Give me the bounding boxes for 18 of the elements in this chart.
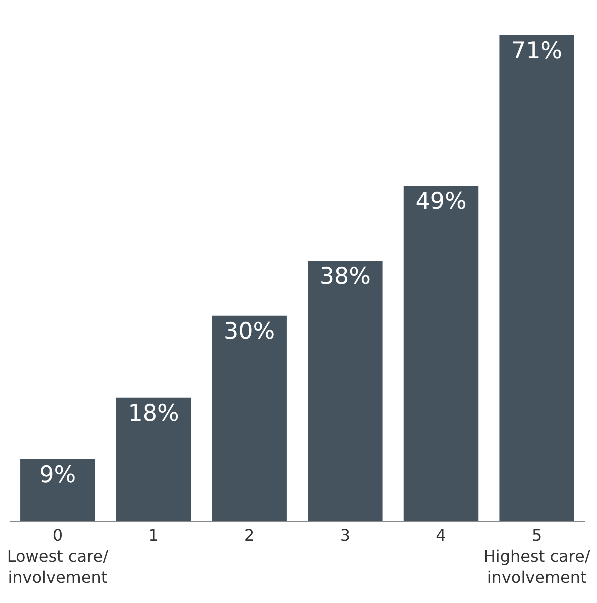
x-tick-label: 3 bbox=[340, 526, 351, 546]
data-label: 38% bbox=[320, 264, 371, 290]
x-tick-label: 1 bbox=[148, 526, 159, 546]
data-label: 49% bbox=[416, 188, 467, 215]
bar bbox=[500, 36, 574, 521]
bar bbox=[308, 261, 383, 521]
bar bbox=[404, 186, 479, 521]
bar bbox=[212, 316, 287, 521]
data-label: 30% bbox=[224, 318, 276, 345]
x-tick-label: 4 bbox=[436, 526, 446, 546]
data-label: 71% bbox=[512, 38, 563, 65]
bar bbox=[20, 459, 96, 521]
bar bbox=[116, 398, 192, 521]
x-tick-label: 2 bbox=[244, 526, 255, 546]
x-tick-label: 0 Lowest care/ involvement bbox=[7, 526, 110, 587]
data-label: 9% bbox=[40, 462, 76, 488]
data-label: 18% bbox=[128, 400, 180, 427]
x-tick-label: 5 Highest care/ involvement bbox=[484, 526, 591, 587]
